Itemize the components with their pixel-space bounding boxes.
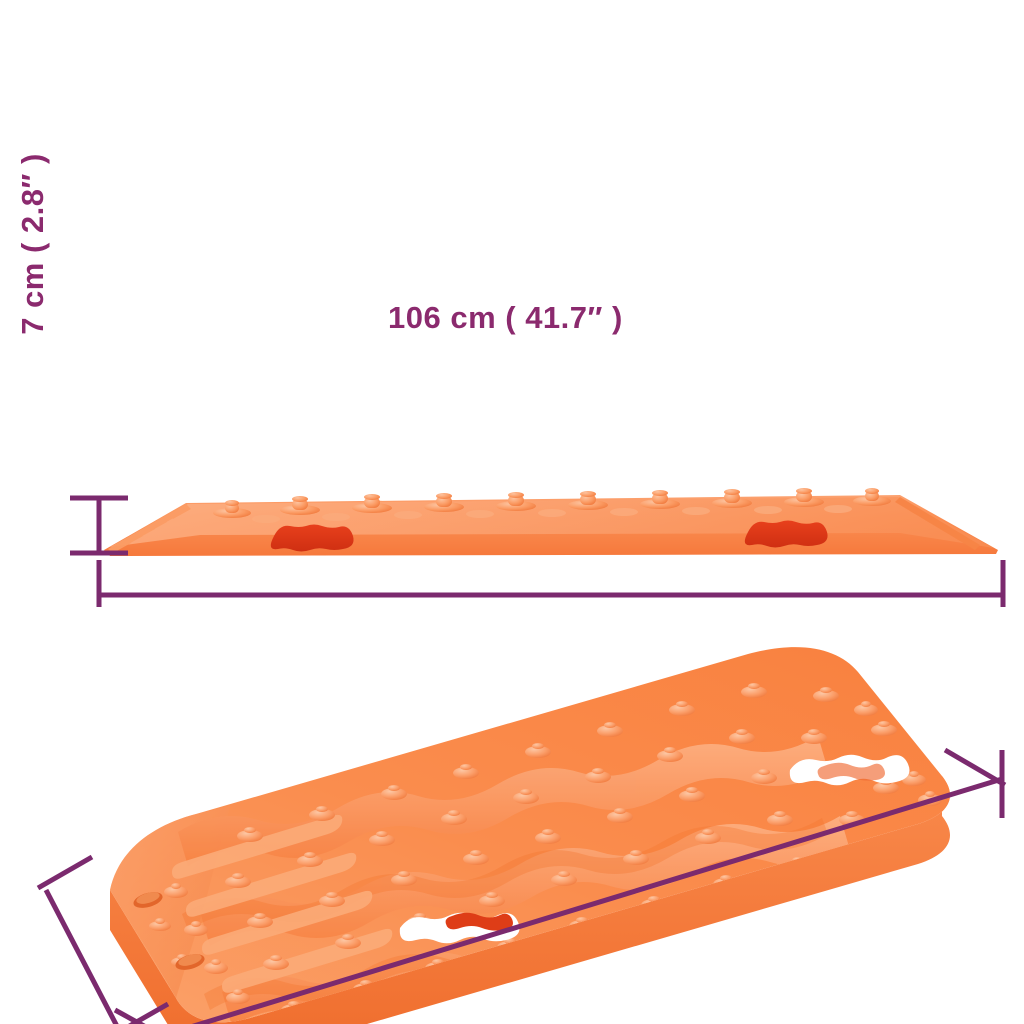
- height-dimension-label: 7 cm ( 2.8″ ): [14, 153, 50, 335]
- handle-slot-center: [399, 912, 520, 944]
- side-profile-view: 7 cm ( 2.8″ ) 106 cm ( 41.7″ ): [0, 0, 1024, 607]
- handle-slot-left: [270, 524, 354, 552]
- side-profile-studs: [213, 488, 891, 523]
- handle-slot-right: [744, 520, 828, 548]
- perspective-view: 106 cm ( 41.7″ ) 30.5 cm ( 12″ ): [0, 400, 1024, 1024]
- bottom-view-dimension-lines: [36, 747, 1007, 1024]
- handle-slot-end: [789, 754, 910, 786]
- mounting-holes: [133, 892, 205, 970]
- perspective-board-graphic: [36, 647, 1007, 1024]
- top-length-dimension-label: 106 cm ( 41.7″ ): [388, 300, 623, 335]
- top-view-dimension-lines: [70, 495, 1006, 607]
